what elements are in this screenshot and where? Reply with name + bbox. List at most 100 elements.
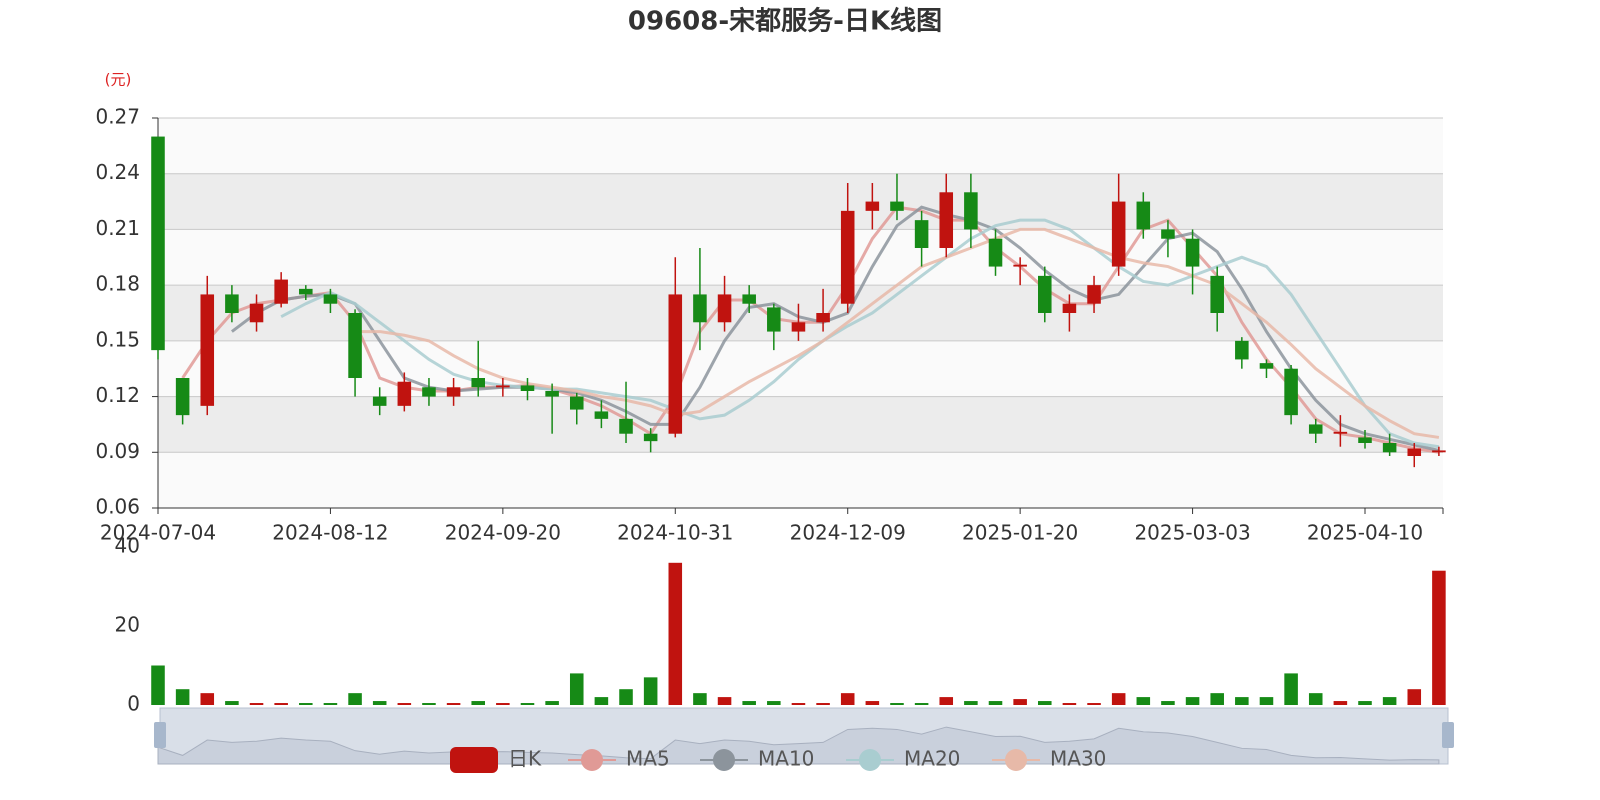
legend-label: MA30: [1050, 747, 1106, 771]
candle-body: [520, 385, 535, 391]
candle-body: [175, 378, 190, 416]
volume-bar: [1013, 699, 1027, 705]
volume-bar: [274, 703, 288, 705]
unit-label: (元): [105, 71, 132, 89]
slider-handle[interactable]: [154, 722, 166, 748]
grid-band: [158, 118, 1443, 174]
candle-body: [471, 378, 485, 388]
volume-bar: [372, 701, 387, 705]
volume-bar: [225, 701, 239, 705]
candle-body: [1333, 431, 1348, 434]
grid-band: [158, 452, 1443, 508]
volume-bar: [939, 697, 954, 705]
candle-body: [717, 294, 732, 323]
y-tick-label: 0.06: [95, 495, 140, 519]
candle-body: [1407, 448, 1422, 456]
candle-body: [545, 391, 559, 397]
candle-body: [1038, 275, 1052, 313]
candle-body: [422, 387, 436, 397]
volume-bar: [1210, 693, 1224, 705]
candle-body: [914, 220, 929, 248]
slider-handle[interactable]: [1442, 722, 1454, 748]
candle-body: [643, 433, 658, 442]
legend-label: MA5: [626, 747, 670, 771]
candle-body: [1210, 275, 1224, 313]
chart-title: 09608-宋都服务-日K线图: [628, 7, 942, 37]
legend-item[interactable]: 日K: [450, 747, 542, 774]
volume-bar: [1308, 693, 1323, 705]
legend-item[interactable]: MA5: [568, 747, 670, 772]
candle-body: [323, 294, 338, 304]
volume-tick-label: 0: [127, 692, 140, 716]
volume-tick-label: 40: [115, 534, 140, 558]
y-tick-label: 0.21: [95, 216, 140, 240]
candle-body: [693, 294, 707, 323]
candle-body: [1382, 443, 1397, 453]
candle-body: [200, 294, 215, 406]
volume-bar: [1235, 697, 1249, 705]
legend-marker: [581, 749, 603, 771]
volume-bar: [1087, 703, 1101, 705]
candle-body: [1087, 285, 1101, 304]
legend-item[interactable]: MA20: [846, 747, 960, 772]
volume-bar: [1358, 701, 1372, 705]
legend-marker: [713, 749, 735, 771]
volume-bar: [569, 673, 584, 705]
volume-bar: [1185, 697, 1200, 705]
candle-body: [791, 322, 806, 332]
x-tick-label: 2025-03-03: [1134, 521, 1250, 545]
volume-bar: [471, 701, 485, 705]
volume-bar: [988, 701, 1003, 705]
x-tick-label: 2024-08-12: [272, 521, 388, 545]
volume-bar: [397, 703, 412, 705]
x-tick-label: 2025-01-20: [962, 521, 1078, 545]
candle-body: [1235, 340, 1249, 360]
volume-bar: [1136, 697, 1151, 705]
volume-bar: [1062, 703, 1077, 705]
grid-band: [158, 229, 1443, 286]
grid-band: [158, 173, 1443, 230]
legend-label: 日K: [508, 747, 542, 771]
candle-body: [840, 210, 855, 304]
candle-body: [1161, 229, 1175, 239]
candle-body: [619, 418, 633, 434]
volume-bar: [1259, 697, 1274, 705]
legend-item[interactable]: MA30: [992, 747, 1106, 772]
candle-body: [1259, 363, 1274, 369]
candle-body: [372, 396, 387, 406]
candle-body: [1062, 303, 1077, 313]
candle-body: [1185, 238, 1200, 267]
candle-body: [767, 307, 781, 332]
y-tick-label: 0.12: [95, 383, 140, 407]
volume-bar: [175, 689, 190, 705]
volume-bar: [816, 703, 830, 705]
y-tick-label: 0.09: [95, 439, 140, 463]
volume-bar: [1111, 693, 1126, 705]
volume-bar: [619, 689, 633, 705]
candle-body: [496, 385, 510, 388]
volume-bar: [1161, 701, 1175, 705]
candle-body: [1136, 201, 1151, 230]
volume-bar: [964, 701, 978, 705]
ma-line: [181, 205, 1440, 454]
y-tick-label: 0.24: [95, 160, 140, 184]
volume-bar: [249, 703, 264, 705]
volume-bar: [323, 703, 338, 705]
volume-bar: [865, 701, 880, 705]
legend-label: MA10: [758, 747, 814, 771]
volume-bar: [422, 703, 436, 705]
volume-bar: [742, 701, 756, 705]
candle-body: [348, 313, 362, 378]
grid-band: [158, 396, 1443, 453]
candle-body: [742, 294, 756, 304]
x-tick-label: 2024-09-20: [445, 521, 561, 545]
legend-label: MA20: [904, 747, 960, 771]
y-tick-label: 0.18: [95, 272, 140, 296]
candle-body: [397, 381, 412, 406]
candle-body: [1284, 368, 1298, 416]
volume-bar: [840, 693, 855, 705]
candle-body: [225, 294, 239, 313]
legend-item[interactable]: MA10: [700, 747, 814, 772]
volume-bar: [520, 703, 535, 705]
